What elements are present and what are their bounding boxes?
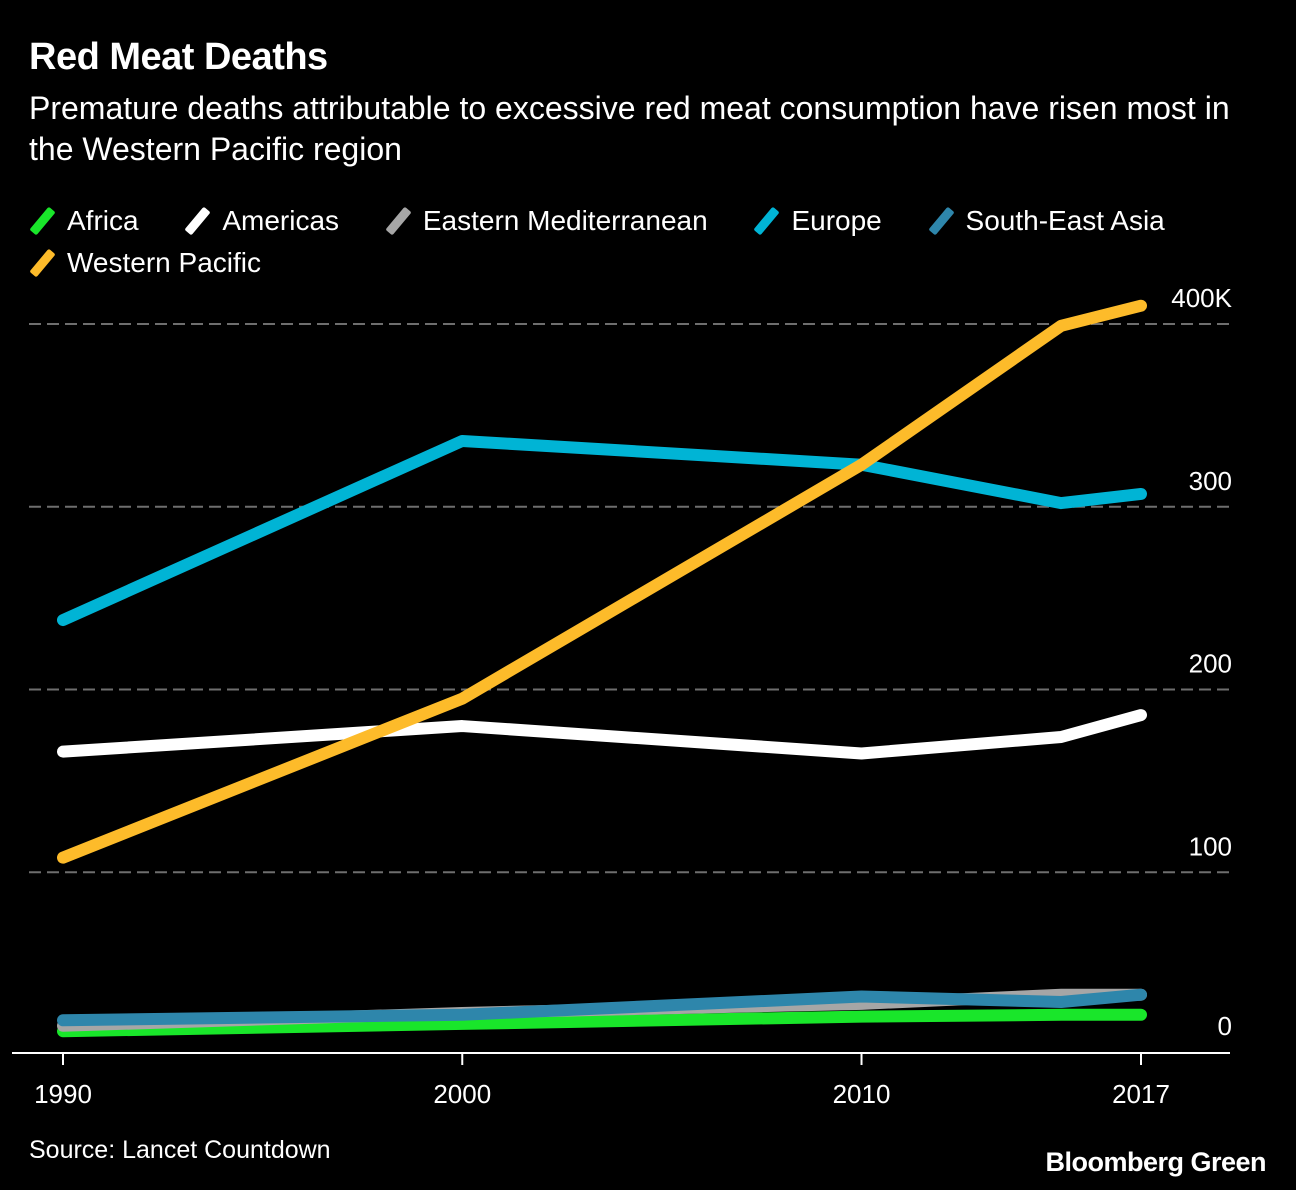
legend-label: Eastern Mediterranean bbox=[422, 205, 708, 236]
legend-label: South-East Asia bbox=[965, 205, 1165, 236]
legend-item-western-pacific: Western Pacific bbox=[29, 244, 261, 282]
x-tick-label: 2010 bbox=[833, 1079, 891, 1109]
y-tick-label: 100 bbox=[1189, 831, 1232, 861]
series-lines bbox=[57, 299, 1147, 1038]
legend-item-eastern-mediterranean: Eastern Mediterranean bbox=[385, 202, 708, 240]
legend: Africa Americas Eastern Mediterranean Eu… bbox=[29, 202, 1269, 286]
y-tick-label: 200 bbox=[1189, 649, 1232, 679]
legend-item-africa: Africa bbox=[29, 202, 139, 240]
x-axis: 1990 2000 2010 2017 bbox=[12, 1052, 1230, 1109]
series-line-south-east-asia bbox=[57, 988, 1147, 1027]
y-tick-label: 400K bbox=[1171, 283, 1232, 313]
brand-logo: Bloomberg Green bbox=[1045, 1147, 1266, 1177]
y-tick-label: 300 bbox=[1189, 466, 1232, 496]
legend-item-south-east-asia: South-East Asia bbox=[927, 202, 1165, 240]
series-line-africa bbox=[57, 1008, 1147, 1038]
y-tick-label: 0 bbox=[1218, 1011, 1232, 1041]
x-tick-label: 2017 bbox=[1112, 1079, 1170, 1109]
y-axis-labels: 0 100 200 300 400K bbox=[1171, 283, 1232, 1041]
series-line-western-pacific bbox=[57, 299, 1147, 864]
legend-label: Western Pacific bbox=[67, 247, 261, 278]
legend-label: Americas bbox=[222, 205, 340, 236]
source-note: Source: Lancet Countdown bbox=[29, 1136, 331, 1164]
legend-item-europe: Europe bbox=[753, 202, 882, 240]
series-line-americas bbox=[57, 709, 1147, 760]
series-line-europe bbox=[57, 434, 1147, 627]
legend-label: Africa bbox=[67, 205, 139, 236]
x-tick-label: 2000 bbox=[433, 1079, 491, 1109]
gridlines bbox=[29, 323, 1230, 874]
x-tick-label: 1990 bbox=[34, 1079, 92, 1109]
chart-subtitle: Premature deaths attributable to excessi… bbox=[29, 90, 1230, 167]
legend-item-americas: Americas bbox=[184, 202, 339, 240]
chart-title: Red Meat Deaths bbox=[29, 36, 328, 78]
legend-label: Europe bbox=[791, 205, 882, 236]
